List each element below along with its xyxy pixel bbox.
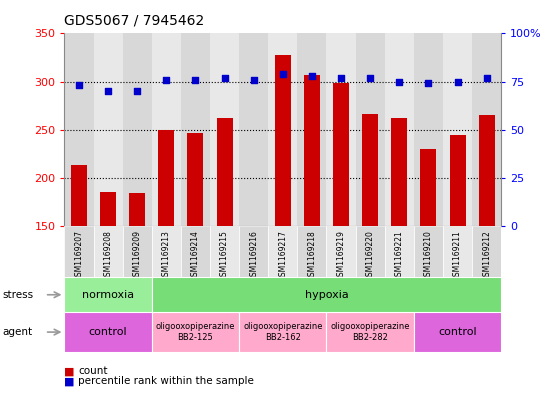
Bar	[210, 226, 239, 277]
Point	[307, 73, 316, 79]
Text: GSM1169207: GSM1169207	[74, 230, 83, 281]
Text: oligooxopiperazine
BB2-125: oligooxopiperazine BB2-125	[156, 322, 235, 342]
Bar	[472, 226, 501, 277]
Bar	[414, 33, 443, 226]
Bar	[297, 226, 326, 277]
Bar	[94, 33, 123, 226]
Bar	[326, 226, 356, 277]
Text: control: control	[89, 327, 127, 337]
Bar	[64, 312, 152, 352]
Text: stress: stress	[3, 290, 34, 300]
Bar	[356, 33, 385, 226]
Bar	[356, 226, 385, 277]
Bar	[152, 226, 181, 277]
Bar	[239, 226, 268, 277]
Text: GSM1169214: GSM1169214	[191, 230, 200, 281]
Text: GSM1169213: GSM1169213	[162, 230, 171, 281]
Text: count: count	[78, 366, 108, 376]
Text: GSM1169211: GSM1169211	[453, 230, 462, 281]
Point	[453, 78, 462, 84]
Text: percentile rank within the sample: percentile rank within the sample	[78, 376, 254, 386]
Bar	[64, 277, 152, 312]
Bar	[333, 83, 349, 226]
Bar	[472, 33, 501, 226]
Text: GSM1169221: GSM1169221	[395, 230, 404, 281]
Text: GSM1169209: GSM1169209	[133, 230, 142, 281]
Bar	[71, 165, 87, 226]
Text: GSM1169220: GSM1169220	[366, 230, 375, 281]
Bar	[94, 226, 123, 277]
Bar	[275, 55, 291, 226]
Text: ■: ■	[64, 376, 75, 386]
Bar	[268, 33, 297, 226]
Bar	[152, 277, 501, 312]
Bar	[152, 312, 239, 352]
Bar	[210, 33, 239, 226]
Point	[104, 88, 113, 94]
Bar	[385, 226, 414, 277]
Bar	[181, 33, 210, 226]
Point	[191, 77, 200, 83]
Bar	[123, 33, 152, 226]
Bar	[421, 149, 436, 226]
Text: GSM1169218: GSM1169218	[307, 230, 316, 281]
Bar	[239, 312, 326, 352]
Bar	[158, 130, 174, 226]
Bar	[304, 75, 320, 226]
Bar	[450, 134, 465, 226]
Text: GSM1169215: GSM1169215	[220, 230, 229, 281]
Text: control: control	[438, 327, 477, 337]
Point	[278, 71, 287, 77]
Text: oligooxopiperazine
BB2-282: oligooxopiperazine BB2-282	[330, 322, 410, 342]
Text: GSM1169216: GSM1169216	[249, 230, 258, 281]
Point	[133, 88, 142, 94]
Bar	[181, 226, 210, 277]
Bar	[443, 226, 472, 277]
Bar	[385, 33, 414, 226]
Point	[366, 75, 375, 81]
Bar	[326, 312, 414, 352]
Bar	[414, 226, 443, 277]
Bar	[443, 33, 472, 226]
Bar	[268, 226, 297, 277]
Bar	[129, 193, 145, 226]
Text: GSM1169217: GSM1169217	[278, 230, 287, 281]
Text: hypoxia: hypoxia	[305, 290, 348, 300]
Bar	[326, 33, 356, 226]
Point	[482, 75, 491, 81]
Point	[424, 80, 433, 86]
Bar	[123, 226, 152, 277]
Bar	[64, 226, 94, 277]
Bar	[152, 33, 181, 226]
Bar	[297, 33, 326, 226]
Text: agent: agent	[3, 327, 33, 337]
Point	[162, 77, 171, 83]
Bar	[414, 312, 501, 352]
Bar	[391, 118, 407, 226]
Bar	[188, 132, 203, 226]
Point	[337, 75, 346, 81]
Text: GSM1169219: GSM1169219	[337, 230, 346, 281]
Bar	[100, 192, 116, 226]
Point	[395, 78, 404, 84]
Text: GDS5067 / 7945462: GDS5067 / 7945462	[64, 14, 204, 28]
Text: ■: ■	[64, 366, 75, 376]
Text: oligooxopiperazine
BB2-162: oligooxopiperazine BB2-162	[243, 322, 323, 342]
Bar	[239, 33, 268, 226]
Text: GSM1169212: GSM1169212	[482, 230, 491, 281]
Text: GSM1169208: GSM1169208	[104, 230, 113, 281]
Bar	[64, 33, 94, 226]
Bar	[479, 115, 494, 226]
Bar	[362, 114, 378, 226]
Bar	[217, 118, 232, 226]
Point	[74, 82, 83, 88]
Text: normoxia: normoxia	[82, 290, 134, 300]
Point	[249, 77, 258, 83]
Point	[220, 75, 229, 81]
Text: GSM1169210: GSM1169210	[424, 230, 433, 281]
